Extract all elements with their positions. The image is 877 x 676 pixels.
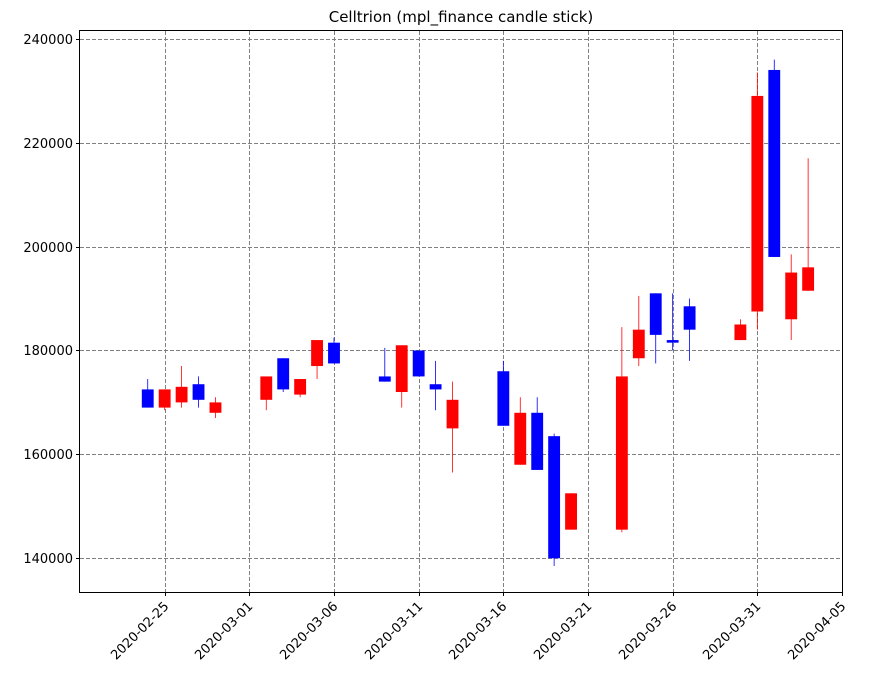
y-tick-label: 240000	[23, 33, 73, 48]
candle-body-up	[683, 306, 696, 330]
candle-body-down	[158, 389, 171, 408]
candle-body-down	[802, 267, 815, 291]
candle-body-up	[412, 350, 425, 377]
candle-body-down	[632, 329, 645, 359]
y-tick-label: 160000	[23, 448, 73, 463]
x-tick-label: 2020-03-21	[531, 599, 595, 663]
candle-body-up	[192, 384, 205, 400]
candle-body-up	[497, 371, 510, 426]
candle-body-down	[785, 272, 798, 320]
x-tick-label: 2020-03-01	[192, 599, 256, 663]
y-tick-label: 180000	[23, 344, 73, 359]
candle-body-up	[531, 412, 544, 470]
axis-layer: 140000 160000 180000 200000 220000 240000 2020…	[23, 33, 849, 663]
candle-body-down	[175, 386, 188, 403]
candle-body-down	[209, 402, 222, 413]
candle-body-down	[294, 379, 307, 395]
candle-body-down	[565, 493, 577, 530]
x-tick-label: 2020-02-25	[108, 599, 172, 663]
x-tick-label: 2020-03-06	[277, 599, 341, 663]
x-tick-label: 2020-03-31	[700, 599, 764, 663]
candle-body-down	[615, 376, 628, 530]
candle-body-down	[446, 399, 459, 429]
grid-layer	[80, 31, 843, 592]
candle-body-up	[328, 342, 340, 364]
x-tick-label: 2020-04-05	[785, 599, 849, 663]
candle-body-down	[734, 324, 747, 341]
candle-body-up	[649, 293, 662, 335]
candle-body-up	[666, 340, 679, 343]
x-tick-label: 2020-03-26	[616, 599, 680, 663]
candle-body-up	[768, 69, 781, 257]
candle-body-down	[514, 412, 527, 465]
plot-frame	[79, 30, 843, 593]
x-tick-label: 2020-03-16	[446, 599, 510, 663]
chart-title: Celltrion (mpl_finance candle stick)	[329, 8, 594, 27]
candle-body-up	[277, 358, 290, 390]
candle-body-up	[548, 436, 561, 559]
candle-body-up	[141, 389, 154, 408]
candle-body-down	[311, 340, 323, 367]
candle-body-down	[395, 345, 408, 393]
x-tick-label: 2020-03-11	[362, 599, 426, 663]
candle-body-up	[378, 376, 391, 382]
candle-body-up	[429, 384, 442, 390]
candle-layer	[141, 59, 815, 567]
y-tick-label: 200000	[23, 241, 73, 256]
candle-body-down	[260, 376, 273, 400]
y-tick-label: 220000	[23, 137, 73, 152]
candle-body-down	[751, 95, 764, 312]
y-tick-label: 140000	[23, 552, 73, 567]
